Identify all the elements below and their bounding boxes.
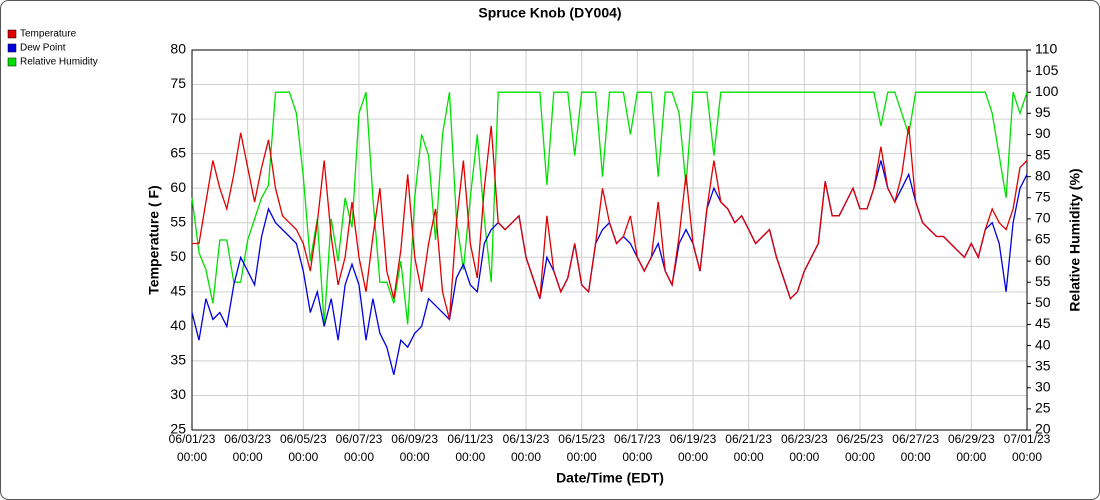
- y2-tick-label: 30: [1035, 378, 1051, 394]
- y2-tick-label: 20: [1035, 421, 1051, 437]
- y-tick-label: 45: [170, 283, 186, 299]
- series-line: [192, 125, 1028, 320]
- y-tick-label: 75: [170, 75, 186, 91]
- y2-tick-label: 35: [1035, 357, 1051, 373]
- x-tick-label: 06/23/23 00:00: [781, 432, 828, 464]
- y2-tick-label: 25: [1035, 400, 1051, 416]
- x-tick-label: 06/15/23 00:00: [558, 432, 605, 464]
- x-tick-label: 06/05/23 00:00: [280, 432, 327, 464]
- plot-border: [191, 49, 1028, 431]
- legend-label: Relative Humidity: [20, 57, 98, 68]
- y-tick-label: 70: [170, 110, 186, 126]
- y2-tick-label: 70: [1035, 210, 1051, 226]
- x-tick-label: 06/01/23 00:00: [169, 432, 216, 464]
- y-tick-label: 55: [170, 213, 186, 229]
- y2-tick-label: 65: [1035, 231, 1051, 247]
- y-tick-label: 30: [170, 386, 186, 402]
- y-tick-label: 50: [170, 248, 186, 264]
- legend-swatch: [7, 29, 17, 39]
- y2-tick-label: 100: [1035, 83, 1059, 99]
- x-tick-label: 06/19/23 00:00: [670, 432, 717, 464]
- y2-tick-label: 105: [1035, 62, 1059, 78]
- y2-tick-label: 45: [1035, 315, 1051, 331]
- y2-tick-label: 95: [1035, 104, 1051, 120]
- y2-tick-label: 80: [1035, 167, 1051, 183]
- legend-swatch: [7, 43, 17, 53]
- plot-area: [191, 49, 1028, 431]
- y2-tick-label: 40: [1035, 336, 1051, 352]
- y-tick-label: 35: [170, 352, 186, 368]
- x-tick-label: 06/11/23 00:00: [447, 432, 493, 464]
- legend-label: Temperature: [20, 29, 77, 40]
- y2-tick-label: 110: [1035, 41, 1058, 57]
- legend-swatch: [7, 57, 17, 67]
- chart-title: Spruce Knob (DY004): [478, 5, 621, 21]
- y-tick-label: 25: [170, 421, 186, 437]
- y-axis-label: Temperature ( F): [146, 185, 162, 294]
- x-tick-label: 06/09/23 00:00: [391, 432, 438, 464]
- x-tick-label: 06/03/23 00:00: [224, 432, 271, 464]
- y-tick-label: 80: [170, 41, 186, 57]
- y2-tick-label: 55: [1035, 273, 1051, 289]
- x-tick-label: 06/29/23 00:00: [948, 432, 995, 464]
- x-tick-label: 06/07/23 00:00: [336, 432, 383, 464]
- y-tick-label: 60: [170, 179, 186, 195]
- series-line: [191, 91, 1028, 325]
- x-tick-label: 06/27/23 00:00: [892, 432, 939, 464]
- x-tick-label: 06/17/23 00:00: [614, 432, 661, 464]
- x-tick-label: 06/13/23 00:00: [503, 432, 550, 464]
- y-tick-label: 40: [170, 317, 186, 333]
- y2-tick-label: 85: [1035, 146, 1051, 162]
- y2-tick-label: 75: [1035, 188, 1051, 204]
- y2-axis-label: Relative Humidity (%): [1067, 168, 1083, 311]
- x-tick-label: 06/25/23 00:00: [837, 432, 884, 464]
- x-tick-label: 07/01/23 00:00: [1004, 432, 1051, 464]
- x-axis-label: Date/Time (EDT): [556, 470, 664, 486]
- legend-label: Dew Point: [20, 43, 66, 54]
- y-tick-label: 65: [170, 144, 186, 160]
- x-tick-label: 06/21/23 00:00: [725, 432, 772, 464]
- y2-tick-label: 60: [1035, 252, 1051, 268]
- y2-tick-label: 50: [1035, 294, 1051, 310]
- y2-tick-label: 90: [1035, 125, 1051, 141]
